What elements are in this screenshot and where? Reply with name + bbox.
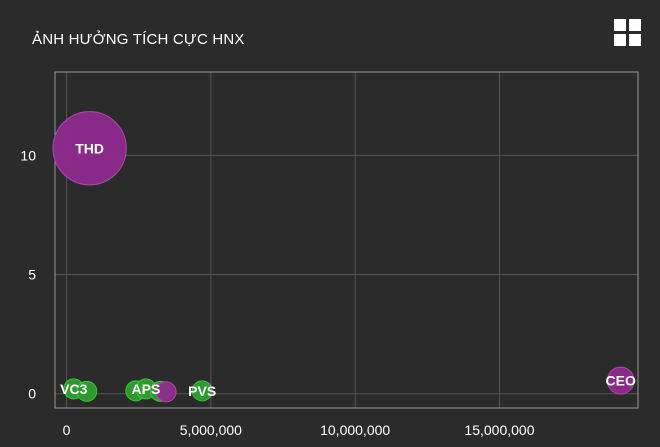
- y-tick-label: 5: [28, 267, 36, 283]
- grid-menu-icon[interactable]: [614, 19, 642, 47]
- point-label-aps: APS: [132, 381, 161, 397]
- point-label-ceo: CEO: [606, 373, 636, 389]
- data-point: [155, 381, 177, 403]
- data-point: [76, 380, 98, 402]
- x-tick-label: 0: [63, 422, 71, 438]
- y-tick-label: 0: [28, 386, 36, 402]
- data-point-pvs: [191, 380, 213, 402]
- data-point-thd: [52, 111, 127, 186]
- point-label-vc3: VC3: [60, 381, 87, 397]
- point-label-thd: THD: [75, 140, 104, 156]
- x-tick-label: 5,000,000: [180, 422, 242, 438]
- chart-title: ẢNH HƯỞNG TÍCH CỰC HNX: [32, 31, 245, 48]
- point-label-pvs: PVS: [188, 383, 216, 399]
- data-point-ceo: [606, 366, 635, 395]
- plot-frame: [54, 71, 639, 409]
- x-tick-label: 10,000,000: [320, 422, 390, 438]
- y-tick-label: 10: [20, 147, 36, 163]
- x-tick-label: 15,000,000: [464, 422, 534, 438]
